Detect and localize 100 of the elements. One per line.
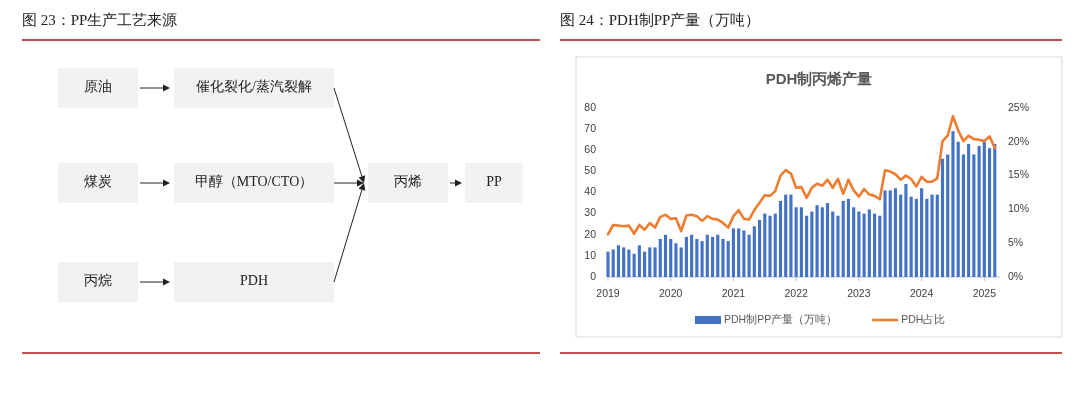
legend-label: PDH占比 [901,312,946,325]
bar [825,203,830,277]
text: 甲醇（MTO/CTO） [194,174,314,190]
bar [695,238,699,277]
y-tick-label: 10 [584,248,597,261]
bar [648,247,652,277]
bar [878,215,882,277]
y-tick-label: 50 [584,164,597,177]
y-tick-label: 20 [584,227,597,240]
bar [961,154,965,277]
bar [742,230,746,277]
bar [930,194,934,277]
text: 丙烯 [394,174,422,190]
bar [904,184,908,277]
y2-tick-label: 10% [1008,202,1030,215]
bar [784,194,788,277]
chart-title: 图 24：PDH制PP产量（万吨） [560,12,761,29]
bar [632,253,636,277]
bar [637,245,641,277]
y-tick-label: 30 [584,206,597,219]
bar [643,251,647,277]
bar [925,198,929,277]
bar [721,238,725,277]
bar [731,228,736,277]
bar [883,190,887,277]
text: 原油 [84,79,112,95]
bar [710,236,715,277]
text: 丙烷 [84,273,112,289]
x-tick-label: 2024 [909,286,934,299]
bar [622,247,626,277]
bar [867,209,871,277]
bar [987,148,992,277]
bar [914,198,918,277]
y2-tick-label: 20% [1008,134,1030,147]
bar [737,228,741,277]
bar [951,131,955,277]
bar [616,245,621,277]
bar [611,249,615,277]
bar [815,205,819,277]
bar [841,200,845,277]
y2-tick-label: 0% [1008,269,1024,282]
bar [956,141,960,277]
x-tick-label: 2021 [721,286,746,299]
x-tick-label: 2025 [972,286,997,299]
bar [674,243,678,277]
bar [852,207,856,277]
y-tick-label: 70 [584,121,597,134]
bar [836,215,840,277]
bar [690,234,694,277]
bar [967,143,971,277]
line-series [606,114,997,236]
y-tick-label: 80 [584,100,597,113]
bar [658,238,662,277]
bar [810,211,814,277]
bar [940,158,945,277]
bar [627,249,631,277]
bar [606,251,610,277]
bar [805,215,809,277]
y-tick-label: 0 [590,269,597,282]
y-tick-label: 60 [584,143,597,156]
bar [669,238,673,277]
bar [820,207,824,277]
text: 催化裂化/蒸汽裂解 [196,79,312,95]
x-tick-label: 2023 [847,286,871,299]
bar [679,247,683,277]
bar [920,188,924,277]
bar [758,219,762,277]
bar [700,241,704,277]
bar [831,211,835,277]
bar [763,213,767,277]
legend-label: PDH制PP产量（万吨） [724,312,838,325]
bar [872,213,877,277]
bar [663,234,668,277]
text: 煤炭 [84,174,112,190]
bar [857,211,861,277]
bar [993,143,997,277]
bar [862,213,866,277]
y2-tick-label: 5% [1008,235,1024,248]
text: 图 23：PP生产工艺来源 [22,12,178,29]
bar [653,247,657,277]
text: PDH [239,273,269,289]
y2-tick-label: 15% [1008,168,1030,181]
bar [716,234,720,277]
chart-subtitle: PDH制丙烯产量 [765,69,873,87]
bar [888,190,892,277]
y2-tick-label: 25% [1008,100,1030,113]
bar [773,213,777,277]
bar [972,154,976,277]
bar [899,194,903,277]
bar [977,146,981,277]
y-tick-label: 40 [584,185,597,198]
bar [747,234,751,277]
bar [684,236,688,277]
bar [799,207,803,277]
text: PP [486,174,502,190]
bar [789,194,793,277]
bar [726,241,730,277]
bar [778,200,783,277]
bar [982,141,986,277]
bar [752,226,756,277]
